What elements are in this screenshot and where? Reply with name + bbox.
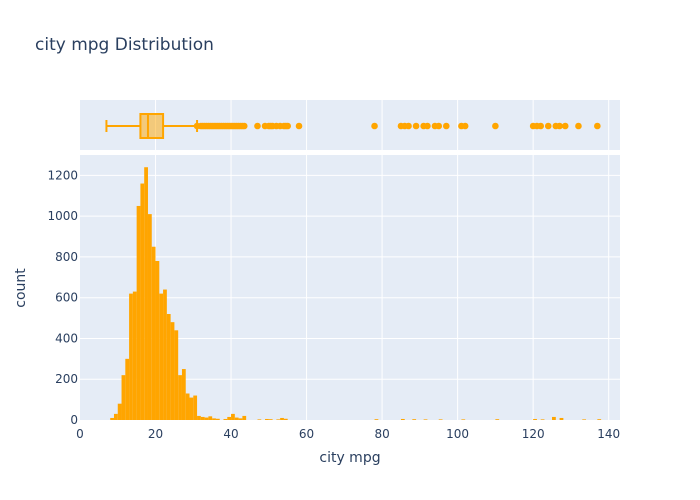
histogram-bar bbox=[155, 261, 160, 420]
histogram-bar bbox=[132, 291, 137, 420]
x-tick-label: 40 bbox=[223, 427, 238, 441]
histogram-bar bbox=[257, 419, 262, 420]
histogram-bar bbox=[582, 419, 587, 420]
histogram-bar bbox=[144, 167, 148, 420]
histogram-bar bbox=[438, 419, 443, 420]
box-outlier-point bbox=[254, 122, 261, 130]
box-outlier-point bbox=[284, 122, 291, 130]
boxplot-panel bbox=[80, 100, 620, 150]
x-tick-label: 120 bbox=[522, 427, 545, 441]
x-tick-label: 140 bbox=[597, 427, 620, 441]
y-tick-label: 0 bbox=[70, 413, 78, 427]
histogram-bar bbox=[212, 418, 216, 420]
box-outlier-point bbox=[575, 122, 582, 130]
histogram-bar bbox=[283, 418, 288, 420]
box-outlier-point bbox=[537, 122, 544, 130]
histogram-bar bbox=[147, 214, 152, 420]
histogram-bar bbox=[276, 419, 281, 420]
histogram-bar bbox=[412, 419, 417, 420]
box-outlier-point bbox=[240, 122, 248, 130]
histogram-bar bbox=[136, 205, 141, 420]
histogram-bar bbox=[238, 418, 243, 420]
y-tick-label: 800 bbox=[55, 250, 78, 264]
box-outlier-point bbox=[442, 122, 450, 130]
box-outlier-point bbox=[412, 122, 420, 130]
box-outlier-point bbox=[492, 122, 499, 130]
chart-title: city mpg Distribution bbox=[35, 35, 214, 55]
histogram-bars bbox=[110, 167, 602, 420]
box-outlier-point bbox=[461, 122, 469, 130]
histogram-bar bbox=[559, 417, 564, 420]
histogram-bar bbox=[227, 416, 232, 420]
histogram-bar bbox=[268, 419, 273, 420]
box-outlier-point bbox=[295, 122, 303, 130]
x-tick-label: 60 bbox=[299, 427, 314, 441]
histogram-bar bbox=[374, 419, 379, 420]
x-tick-label: 100 bbox=[446, 427, 469, 441]
histogram-bar bbox=[121, 375, 126, 420]
histogram-bar bbox=[597, 419, 602, 420]
histogram-bar bbox=[223, 418, 228, 420]
histogram-bar bbox=[110, 417, 114, 420]
y-tick-label: 600 bbox=[55, 291, 78, 305]
histogram-bar bbox=[181, 369, 186, 420]
histogram-bar bbox=[423, 419, 428, 420]
y-axis-label: count bbox=[13, 268, 29, 308]
box-outlier-point bbox=[435, 122, 443, 130]
histogram-bar bbox=[170, 322, 175, 420]
box-outlier-point bbox=[561, 122, 569, 130]
box-outlier-point bbox=[371, 122, 378, 130]
box-outlier-point bbox=[405, 122, 412, 130]
histogram-bar bbox=[400, 418, 405, 420]
histogram-bar bbox=[200, 416, 205, 420]
histogram-bar bbox=[265, 418, 269, 420]
histogram-bar bbox=[215, 418, 220, 420]
histogram-bar bbox=[193, 395, 198, 420]
histogram-bar bbox=[231, 413, 235, 420]
histogram-bar bbox=[129, 293, 133, 420]
histogram-bar bbox=[113, 413, 118, 420]
x-axis-ticks: 0 20 40 60 80 100 120 140 bbox=[76, 427, 620, 441]
histogram-bar bbox=[189, 397, 194, 420]
histogram-bar bbox=[204, 417, 209, 420]
histogram-bar bbox=[125, 358, 130, 420]
x-tick-label: 0 bbox=[76, 427, 84, 441]
y-tick-label: 200 bbox=[55, 372, 78, 386]
histogram-bar bbox=[540, 419, 545, 420]
histogram-bar bbox=[166, 314, 171, 420]
histogram-bar bbox=[159, 293, 164, 420]
histogram-bar bbox=[117, 403, 122, 420]
histogram-bar bbox=[174, 330, 179, 420]
histogram-bar bbox=[163, 289, 167, 420]
box-outlier-point bbox=[556, 122, 563, 130]
histogram-bar bbox=[461, 419, 466, 420]
y-axis-ticks: 0 200 400 600 800 1000 1200 bbox=[47, 168, 78, 427]
histogram-bar bbox=[533, 418, 537, 420]
histogram-bar bbox=[178, 375, 182, 420]
histogram-bar bbox=[185, 393, 190, 420]
box-outlier-point bbox=[594, 122, 601, 130]
histogram-bar bbox=[208, 416, 213, 420]
x-axis-label: city mpg bbox=[319, 450, 380, 466]
y-tick-label: 400 bbox=[55, 331, 78, 345]
x-tick-label: 20 bbox=[148, 427, 163, 441]
boxplot-marks bbox=[105, 113, 601, 139]
histogram-bar bbox=[140, 183, 145, 420]
box-outlier-point bbox=[544, 122, 552, 130]
y-tick-label: 1200 bbox=[47, 168, 78, 182]
box-iqr bbox=[139, 113, 165, 139]
x-tick-label: 80 bbox=[374, 427, 389, 441]
histogram-bar bbox=[242, 415, 247, 420]
histogram-gridlines bbox=[80, 155, 620, 420]
histogram-bar bbox=[552, 416, 556, 420]
histogram-panel: 0 20 40 60 80 100 120 140 0 200 400 600 800 1000 1200 bbox=[47, 155, 620, 441]
histogram-bar bbox=[280, 417, 284, 420]
histogram-bar bbox=[495, 419, 500, 420]
histogram-bar bbox=[234, 417, 239, 420]
histogram-bar bbox=[151, 246, 156, 420]
box-outlier-point bbox=[424, 122, 431, 130]
y-tick-label: 1000 bbox=[47, 209, 78, 223]
histogram-bar bbox=[197, 415, 201, 420]
